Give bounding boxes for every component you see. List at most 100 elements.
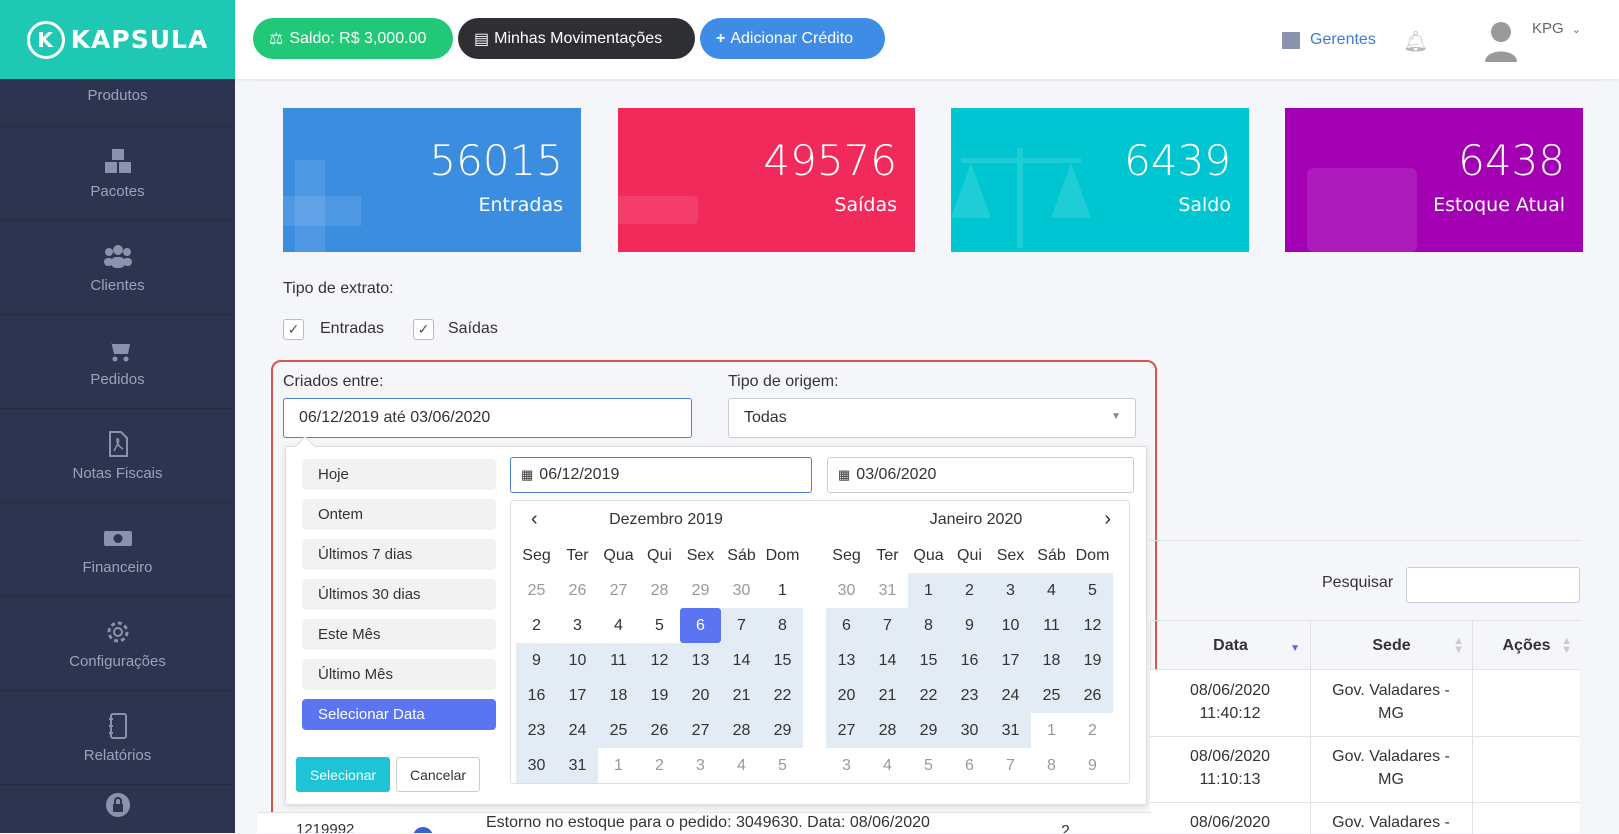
day-cell[interactable]: 5	[1072, 573, 1113, 608]
day-cell[interactable]: 23	[516, 713, 557, 748]
end-date-input[interactable]: ▦ 03/06/2020	[827, 457, 1134, 493]
day-cell[interactable]: 26	[639, 713, 680, 748]
tipo-origem-select[interactable]: Todas ▼	[728, 398, 1136, 438]
day-cell[interactable]: 30	[516, 748, 557, 783]
search-input[interactable]	[1406, 567, 1580, 603]
day-cell-start[interactable]: 6	[680, 608, 721, 643]
sidebar-item-configuracoes[interactable]: Configurações	[0, 597, 235, 691]
day-cell[interactable]: 27	[598, 573, 639, 608]
day-cell[interactable]: 6	[826, 608, 867, 643]
adicionar-credito-button[interactable]: + Adicionar Crédito	[700, 18, 885, 59]
day-cell[interactable]: 5	[639, 608, 680, 643]
sidebar-item-lock[interactable]	[0, 785, 235, 825]
day-cell[interactable]: 1	[598, 748, 639, 783]
day-cell[interactable]: 3	[990, 573, 1031, 608]
day-cell[interactable]: 18	[598, 678, 639, 713]
day-cell[interactable]: 20	[826, 678, 867, 713]
day-cell[interactable]: 1	[908, 573, 949, 608]
saidas-checkbox[interactable]: ✓	[413, 319, 434, 340]
day-cell[interactable]: 8	[908, 608, 949, 643]
day-cell[interactable]: 30	[721, 573, 762, 608]
day-cell[interactable]: 9	[1072, 748, 1113, 783]
day-cell[interactable]: 26	[557, 573, 598, 608]
range-ultimos-30-dias[interactable]: Últimos 30 dias	[302, 579, 496, 610]
range-selecionar-data[interactable]: Selecionar Data	[302, 699, 496, 730]
sidebar-item-pedidos[interactable]: Pedidos	[0, 315, 235, 409]
day-cell[interactable]: 2	[1072, 713, 1113, 748]
sidebar-item-clientes[interactable]: Clientes	[0, 221, 235, 315]
day-cell[interactable]: 25	[516, 573, 557, 608]
day-cell[interactable]: 30	[826, 573, 867, 608]
sidebar-item-produtos[interactable]: Produtos	[0, 79, 235, 127]
day-cell[interactable]: 5	[762, 748, 803, 783]
day-cell[interactable]: 4	[867, 748, 908, 783]
day-cell[interactable]: 15	[908, 643, 949, 678]
day-cell[interactable]: 25	[1031, 678, 1072, 713]
day-cell[interactable]: 7	[721, 608, 762, 643]
day-cell[interactable]: 28	[639, 573, 680, 608]
day-cell[interactable]: 3	[826, 748, 867, 783]
gerentes-link[interactable]: Gerentes	[1282, 31, 1376, 49]
entradas-checkbox[interactable]: ✓	[283, 319, 304, 340]
day-cell[interactable]: 11	[1031, 608, 1072, 643]
day-cell[interactable]: 3	[557, 608, 598, 643]
day-cell[interactable]: 1	[762, 573, 803, 608]
day-cell[interactable]: 6	[949, 748, 990, 783]
day-cell[interactable]: 21	[867, 678, 908, 713]
saldo-button[interactable]: ⚖ Saldo: R$ 3,000.00	[253, 18, 453, 59]
day-cell[interactable]: 2	[639, 748, 680, 783]
sidebar-item-relatorios[interactable]: Relatórios	[0, 691, 235, 785]
day-cell[interactable]: 27	[680, 713, 721, 748]
day-cell[interactable]: 13	[680, 643, 721, 678]
day-cell[interactable]: 13	[826, 643, 867, 678]
column-header-sede[interactable]: Sede ▲▼	[1310, 620, 1472, 670]
day-cell[interactable]: 9	[516, 643, 557, 678]
day-cell[interactable]: 10	[990, 608, 1031, 643]
column-header-acoes[interactable]: Ações ▲▼	[1472, 620, 1580, 670]
day-cell[interactable]: 24	[557, 713, 598, 748]
day-cell[interactable]: 14	[721, 643, 762, 678]
range-este-mes[interactable]: Este Mês	[302, 619, 496, 650]
selecionar-button[interactable]: Selecionar	[296, 757, 390, 792]
day-cell[interactable]: 15	[762, 643, 803, 678]
start-date-input[interactable]: ▦ 06/12/2019	[510, 457, 812, 493]
sidebar-item-pacotes[interactable]: Pacotes	[0, 127, 235, 221]
day-cell[interactable]: 17	[557, 678, 598, 713]
day-cell[interactable]: 24	[990, 678, 1031, 713]
date-range-input[interactable]: 06/12/2019 até 03/06/2020	[283, 398, 692, 438]
day-cell[interactable]: 5	[908, 748, 949, 783]
day-cell[interactable]: 17	[990, 643, 1031, 678]
sidebar-item-notas-fiscais[interactable]: Notas Fiscais	[0, 409, 235, 503]
day-cell[interactable]: 30	[949, 713, 990, 748]
day-cell[interactable]: 20	[680, 678, 721, 713]
day-cell[interactable]: 29	[762, 713, 803, 748]
day-cell[interactable]: 19	[1072, 643, 1113, 678]
day-cell[interactable]: 2	[516, 608, 557, 643]
prev-month-button[interactable]: ‹	[531, 508, 538, 531]
day-cell[interactable]: 12	[1072, 608, 1113, 643]
range-hoje[interactable]: Hoje	[302, 459, 496, 490]
day-cell[interactable]: 8	[762, 608, 803, 643]
next-month-button[interactable]: ›	[1104, 508, 1111, 531]
range-ontem[interactable]: Ontem	[302, 499, 496, 530]
range-ultimo-mes[interactable]: Último Mês	[302, 659, 496, 690]
day-cell[interactable]: 22	[762, 678, 803, 713]
day-cell[interactable]: 26	[1072, 678, 1113, 713]
day-cell[interactable]: 4	[598, 608, 639, 643]
day-cell[interactable]: 28	[721, 713, 762, 748]
sidebar-item-financeiro[interactable]: Financeiro	[0, 503, 235, 597]
day-cell[interactable]: 7	[867, 608, 908, 643]
day-cell[interactable]: 31	[557, 748, 598, 783]
day-cell[interactable]: 22	[908, 678, 949, 713]
brand-logo[interactable]: K KAPSULA	[0, 0, 235, 79]
bell-icon[interactable]: 🔔︎	[1403, 29, 1428, 54]
day-cell[interactable]: 23	[949, 678, 990, 713]
day-cell[interactable]: 28	[867, 713, 908, 748]
day-cell[interactable]: 29	[680, 573, 721, 608]
user-menu[interactable]: KPG ⌄	[1483, 20, 1581, 62]
day-cell[interactable]: 16	[516, 678, 557, 713]
day-cell[interactable]: 16	[949, 643, 990, 678]
info-icon[interactable]	[413, 827, 433, 833]
day-cell[interactable]: 21	[721, 678, 762, 713]
cancelar-button[interactable]: Cancelar	[396, 757, 480, 792]
